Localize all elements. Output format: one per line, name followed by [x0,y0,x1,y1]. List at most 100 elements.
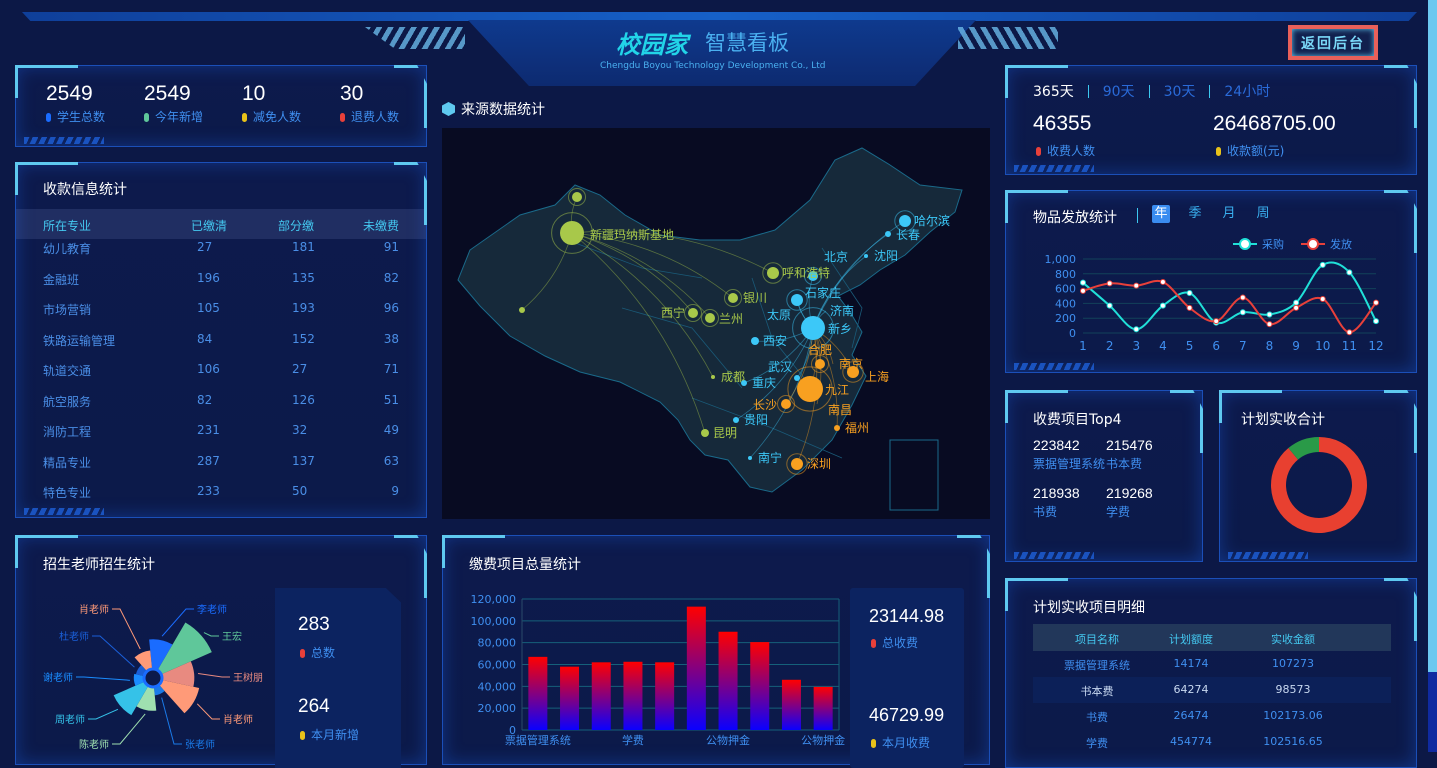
city-point[interactable] [791,458,803,470]
rose-sector[interactable] [134,650,153,672]
tab-3[interactable]: 24小时 [1224,84,1271,100]
top4-label: 书本费 [1106,457,1143,471]
city-point[interactable] [767,267,779,279]
header-subtitle: Chengdu Boyou Technology Development Co.… [600,61,826,71]
data-point[interactable] [1080,287,1086,294]
city-point[interactable] [899,215,911,227]
data-point[interactable] [1319,295,1326,302]
bar[interactable] [813,686,833,730]
province-border [751,277,813,389]
tab-1[interactable]: 90天 [1102,84,1135,100]
goods-tab-0[interactable]: 年 [1152,205,1170,223]
city-point[interactable] [794,375,800,381]
province-border [691,397,843,459]
rose-label: 李老师 [197,603,227,616]
rose-sector[interactable] [157,622,212,675]
data-point[interactable] [1106,302,1113,309]
city-point[interactable] [781,399,791,409]
data-point[interactable] [1346,269,1353,276]
scrollbar[interactable] [1428,0,1437,752]
data-point[interactable] [1159,302,1166,309]
data-point[interactable] [1266,311,1273,318]
bar[interactable] [718,631,738,730]
city-point[interactable] [733,417,739,423]
city-label: 重庆 [752,376,776,390]
city-point[interactable] [885,231,891,237]
city-point[interactable] [711,375,715,379]
city-point[interactable] [834,425,840,431]
rose-sector[interactable] [158,679,200,714]
city-point[interactable] [688,308,698,318]
city-point[interactable] [572,192,582,202]
back-button[interactable]: 返回后台 [1288,25,1378,60]
donut-segment[interactable] [1288,437,1319,460]
data-point[interactable] [1266,321,1273,328]
data-point[interactable] [1319,261,1326,268]
city-point[interactable] [701,429,709,437]
goods-tab-2[interactable]: 月 [1222,206,1236,221]
data-point[interactable] [1133,282,1140,289]
data-point[interactable] [1080,279,1086,286]
city-point[interactable] [705,313,715,323]
city-ripple [762,262,784,284]
city-point[interactable] [519,307,525,313]
data-point[interactable] [1106,280,1113,287]
city-point[interactable] [748,456,752,460]
bar[interactable] [750,642,770,730]
rose-sector[interactable] [136,685,157,711]
goods-tab-3[interactable]: 周 [1256,206,1270,221]
bar[interactable] [591,662,611,730]
detail-cell: 学费 [1086,737,1108,750]
tab-2[interactable]: 30天 [1163,84,1196,100]
table-row: 精品专业 287 137 63 [16,454,426,474]
city-point[interactable] [797,376,823,402]
data-point[interactable] [1186,304,1193,311]
scrollbar-thumb[interactable] [1428,0,1437,672]
data-point[interactable] [1293,299,1300,306]
data-point[interactable] [1239,294,1246,301]
city-point[interactable] [808,271,818,281]
rose-sector[interactable] [149,639,173,671]
data-point[interactable] [1373,299,1379,306]
city-point[interactable] [815,359,825,369]
city-ripple [724,289,742,307]
legend-label[interactable]: 采购 [1262,237,1284,251]
city-point[interactable] [791,294,803,306]
cell-major: 特色专业 [43,486,92,500]
bar[interactable] [528,656,548,730]
city-point[interactable] [741,380,747,386]
bar[interactable] [686,606,706,730]
top4-label: 学费 [1106,505,1131,519]
goods-panel: 物品发放统计 年季月周 0 200 400 600 800 1,000 1 2 3 4 5 6 7 8 9 1… [1005,190,1417,373]
cell-major: 铁路运输管理 [43,333,116,348]
donut-segment[interactable] [1271,437,1367,533]
bar[interactable] [655,662,675,730]
data-point[interactable] [1373,318,1379,325]
bar[interactable] [560,666,580,730]
rose-sector[interactable] [161,661,195,687]
data-point[interactable] [1213,318,1220,325]
data-point[interactable] [1159,278,1166,285]
rose-sector[interactable] [113,681,149,716]
city-point[interactable] [847,366,859,378]
tab-0[interactable]: 365天 [1033,84,1074,100]
city-point[interactable] [728,293,738,303]
legend-label[interactable]: 发放 [1330,237,1352,251]
data-point[interactable] [1133,326,1140,333]
data-point[interactable] [1239,309,1246,316]
goods-tab-1[interactable]: 季 [1188,206,1202,221]
city-point[interactable] [801,316,825,340]
data-point[interactable] [1293,304,1300,311]
city-point[interactable] [864,254,868,258]
top4-value: 218938 [1033,485,1080,501]
bar[interactable] [781,679,801,730]
cell-major: 金融班 [43,272,80,287]
rose-sector[interactable] [133,673,145,686]
bar[interactable] [623,661,643,730]
data-point[interactable] [1186,290,1193,297]
city-ripple [701,309,719,327]
city-point[interactable] [560,221,584,245]
data-point[interactable] [1346,329,1353,336]
city-point[interactable] [751,337,759,345]
